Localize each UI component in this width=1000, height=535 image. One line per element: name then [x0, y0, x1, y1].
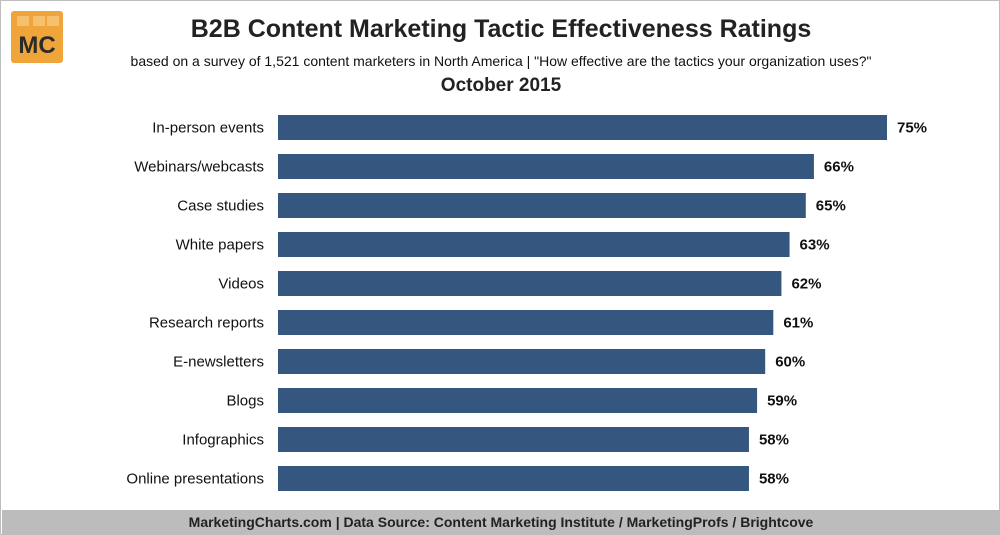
category-label: E-newsletters: [173, 354, 264, 371]
chart-date: October 2015: [440, 75, 562, 96]
value-label: 58%: [759, 432, 789, 449]
value-label: 62%: [791, 276, 821, 293]
bar: [278, 466, 749, 491]
category-label: Research reports: [149, 315, 264, 332]
bar: [278, 388, 758, 413]
category-label: Infographics: [182, 432, 264, 449]
marketingcharts-logo: MC: [11, 11, 63, 63]
bar-chart: In-person events 75% Webinars/webcasts 66% C…: [126, 115, 927, 491]
value-label: 61%: [783, 315, 813, 332]
logo-text: MC: [18, 32, 55, 59]
category-label: Online presentations: [126, 471, 264, 488]
bar: [278, 271, 782, 296]
category-label: Case studies: [177, 198, 264, 215]
value-label: 59%: [767, 393, 797, 410]
category-label: Videos: [218, 276, 264, 293]
value-label: 60%: [775, 354, 805, 371]
category-label: Webinars/webcasts: [134, 159, 264, 176]
bar: [278, 310, 774, 335]
value-label: 58%: [759, 471, 789, 488]
bar: [278, 115, 887, 140]
bar: [278, 427, 749, 452]
chart-title: B2B Content Marketing Tactic Effectivene…: [190, 15, 812, 43]
value-label: 63%: [800, 237, 830, 254]
chart-subtitle: based on a survey of 1,521 content marke…: [130, 53, 872, 69]
value-label: 65%: [816, 198, 846, 215]
category-label: In-person events: [152, 120, 264, 137]
bar: [278, 349, 766, 374]
chart-footer: MarketingCharts.com | Data Source: Conte…: [2, 510, 1000, 535]
bar: [278, 193, 806, 218]
value-label: 66%: [824, 159, 854, 176]
value-label: 75%: [897, 120, 927, 137]
bar: [278, 232, 790, 257]
bar: [278, 154, 814, 179]
category-label: Blogs: [226, 393, 264, 410]
category-label: White papers: [176, 237, 264, 254]
